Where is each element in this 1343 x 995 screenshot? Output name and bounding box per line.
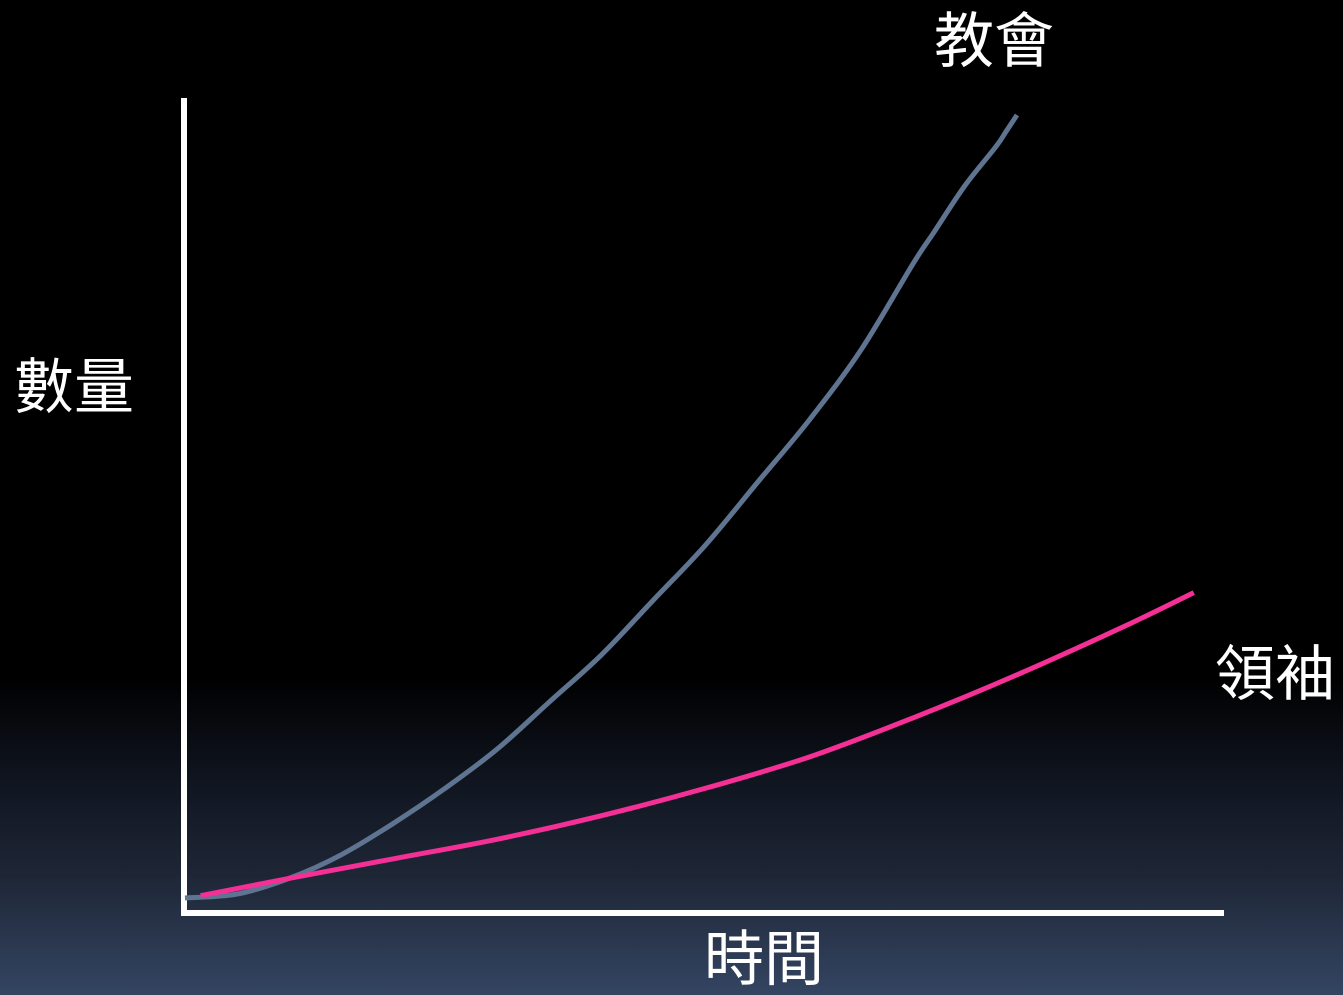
series-label-church: 教會: [934, 7, 1054, 77]
series-line-leaders: [200, 590, 1195, 899]
x-axis-label: 時間: [704, 925, 824, 995]
series-label-leaders: 領袖: [1215, 640, 1335, 710]
series-layer: [184, 113, 1195, 901]
series-line-church: [184, 113, 1020, 901]
y-axis-label: 數量: [14, 353, 134, 423]
